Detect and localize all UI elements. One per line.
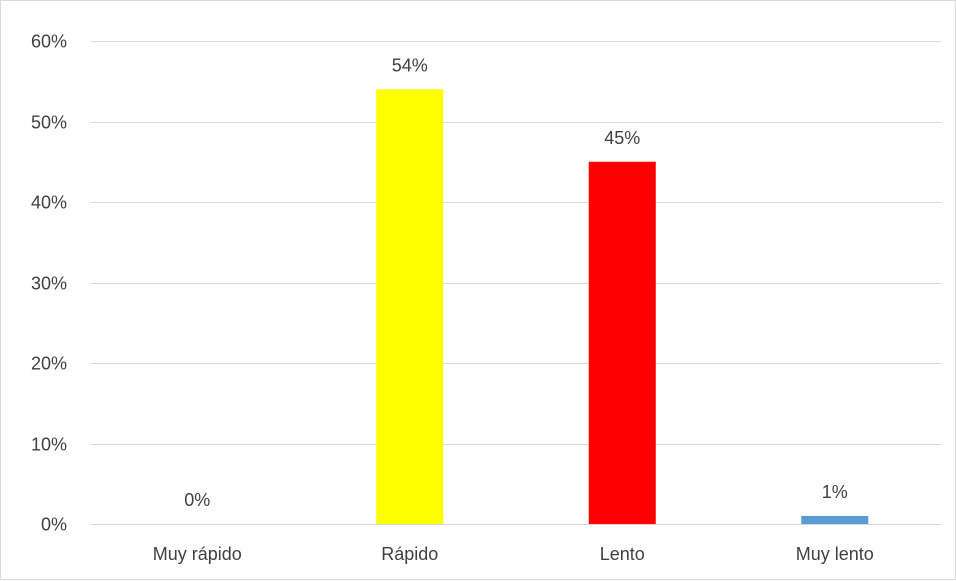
y-tick-label: 50% [31,113,67,133]
bar-3 [801,515,869,524]
y-tick-label: 20% [31,354,67,374]
x-tick-label-3: Muy lento [796,544,874,564]
data-label-0: 0% [184,490,210,510]
x-tick-label-0: Muy rápido [153,544,242,564]
y-tick-label: 60% [31,32,67,52]
data-label-2: 45% [604,128,640,148]
bars [376,89,869,525]
y-tick-label: 30% [31,274,67,294]
x-axis-tick-labels: Muy rápido Rápido Lento Muy lento [153,544,874,564]
y-tick-label: 40% [31,193,67,213]
gridlines [91,41,941,525]
y-axis-tick-labels: 0% 10% 20% 30% 40% 50% 60% [31,32,67,535]
y-tick-label: 0% [41,515,67,535]
y-tick-label: 10% [31,435,67,455]
data-label-3: 1% [822,482,848,502]
x-tick-label-1: Rápido [381,544,438,564]
x-tick-label-2: Lento [600,544,645,564]
data-label-1: 54% [392,55,428,75]
bar-1 [376,89,444,525]
data-labels: 0% 54% 45% 1% [184,55,848,510]
bar-2 [588,161,656,524]
